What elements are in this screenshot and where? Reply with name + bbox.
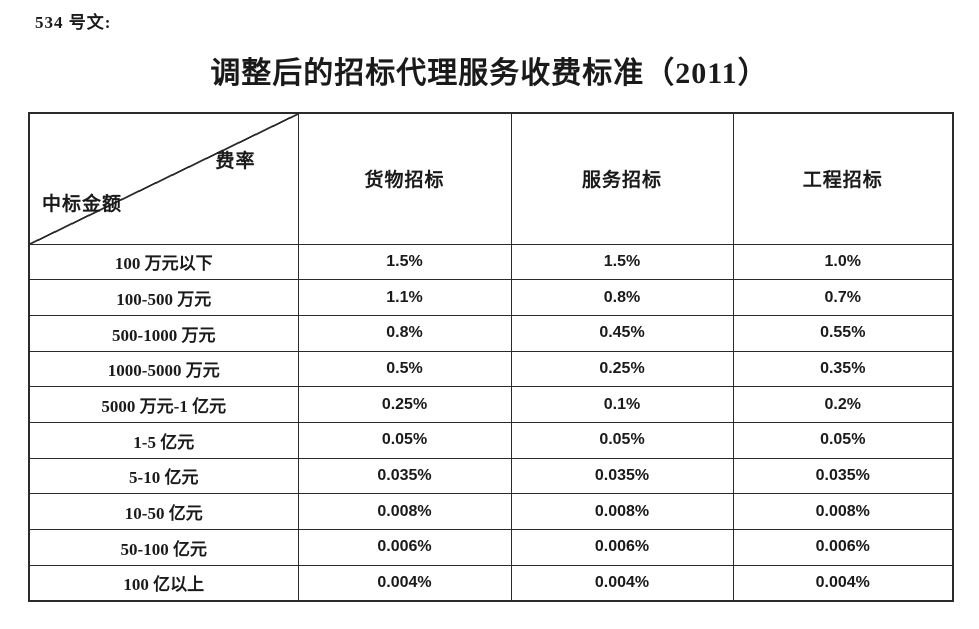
diagonal-corner-cell: 费率 中标金额 bbox=[28, 112, 299, 245]
amount-range-cell: 5000 万元-1 亿元 bbox=[28, 386, 299, 423]
goods-rate-cell: 0.25% bbox=[297, 386, 512, 423]
corner-label-bid-amount: 中标金额 bbox=[42, 193, 123, 215]
goods-rate-cell: 0.006% bbox=[297, 529, 512, 566]
fee-rate-table: 费率 中标金额 货物招标 服务招标 工程招标 100 万元以下 1.5% 1.5… bbox=[28, 112, 954, 602]
engineering-rate-cell: 0.004% bbox=[732, 564, 954, 602]
service-rate-cell: 0.1% bbox=[510, 386, 734, 423]
table-row: 10-50 亿元 0.008% 0.008% 0.008% bbox=[28, 493, 954, 530]
table-header-row: 费率 中标金额 货物招标 服务招标 工程招标 bbox=[28, 112, 954, 245]
service-rate-cell: 0.008% bbox=[510, 493, 734, 530]
table-row: 500-1000 万元 0.8% 0.45% 0.55% bbox=[28, 314, 954, 352]
engineering-rate-cell: 0.35% bbox=[732, 350, 954, 388]
table-row: 100-500 万元 1.1% 0.8% 0.7% bbox=[28, 279, 954, 316]
column-header-engineering-bidding: 工程招标 bbox=[732, 112, 954, 245]
amount-range-cell: 500-1000 万元 bbox=[28, 314, 299, 352]
document-number-label: 534 号文: bbox=[35, 13, 112, 32]
service-rate-cell: 0.006% bbox=[510, 529, 734, 566]
goods-rate-cell: 0.5% bbox=[297, 350, 512, 388]
service-rate-cell: 0.25% bbox=[510, 350, 734, 388]
service-rate-cell: 0.45% bbox=[510, 314, 734, 352]
corner-label-rate: 费率 bbox=[215, 151, 256, 172]
table-row: 100 万元以下 1.5% 1.5% 1.0% bbox=[28, 243, 954, 281]
amount-range-cell: 1000-5000 万元 bbox=[28, 350, 299, 388]
table-row: 100 亿以上 0.004% 0.004% 0.004% bbox=[28, 564, 954, 602]
engineering-rate-cell: 0.7% bbox=[732, 279, 954, 316]
goods-rate-cell: 0.008% bbox=[297, 493, 512, 530]
engineering-rate-cell: 0.2% bbox=[732, 386, 954, 423]
table-row: 50-100 亿元 0.006% 0.006% 0.006% bbox=[28, 529, 954, 566]
goods-rate-cell: 0.8% bbox=[297, 314, 512, 352]
column-header-service-bidding: 服务招标 bbox=[510, 112, 734, 245]
goods-rate-cell: 0.004% bbox=[297, 564, 512, 602]
page-title: 调整后的招标代理服务收费标准（2011） bbox=[210, 57, 769, 90]
service-rate-cell: 0.8% bbox=[510, 279, 734, 316]
goods-rate-cell: 1.1% bbox=[297, 279, 512, 316]
engineering-rate-cell: 0.006% bbox=[732, 529, 954, 566]
engineering-rate-cell: 0.035% bbox=[732, 457, 954, 495]
amount-range-cell: 100-500 万元 bbox=[28, 279, 299, 316]
service-rate-cell: 0.004% bbox=[510, 564, 734, 602]
goods-rate-cell: 0.035% bbox=[297, 457, 512, 495]
engineering-rate-cell: 1.0% bbox=[732, 243, 954, 281]
engineering-rate-cell: 0.55% bbox=[732, 314, 954, 352]
table-row: 1-5 亿元 0.05% 0.05% 0.05% bbox=[28, 421, 954, 459]
engineering-rate-cell: 0.05% bbox=[732, 421, 954, 459]
table-row: 1000-5000 万元 0.5% 0.25% 0.35% bbox=[28, 350, 954, 388]
amount-range-cell: 100 万元以下 bbox=[28, 243, 299, 281]
goods-rate-cell: 0.05% bbox=[297, 421, 512, 459]
amount-range-cell: 10-50 亿元 bbox=[28, 493, 299, 530]
service-rate-cell: 0.035% bbox=[510, 457, 734, 495]
amount-range-cell: 1-5 亿元 bbox=[28, 421, 299, 459]
amount-range-cell: 100 亿以上 bbox=[28, 564, 299, 602]
goods-rate-cell: 1.5% bbox=[297, 243, 512, 281]
service-rate-cell: 0.05% bbox=[510, 421, 734, 459]
engineering-rate-cell: 0.008% bbox=[732, 493, 954, 530]
service-rate-cell: 1.5% bbox=[510, 243, 734, 281]
amount-range-cell: 50-100 亿元 bbox=[28, 529, 299, 566]
amount-range-cell: 5-10 亿元 bbox=[28, 457, 299, 495]
table-row: 5000 万元-1 亿元 0.25% 0.1% 0.2% bbox=[28, 386, 954, 423]
column-header-goods-bidding: 货物招标 bbox=[297, 112, 512, 245]
table-row: 5-10 亿元 0.035% 0.035% 0.035% bbox=[28, 457, 954, 495]
